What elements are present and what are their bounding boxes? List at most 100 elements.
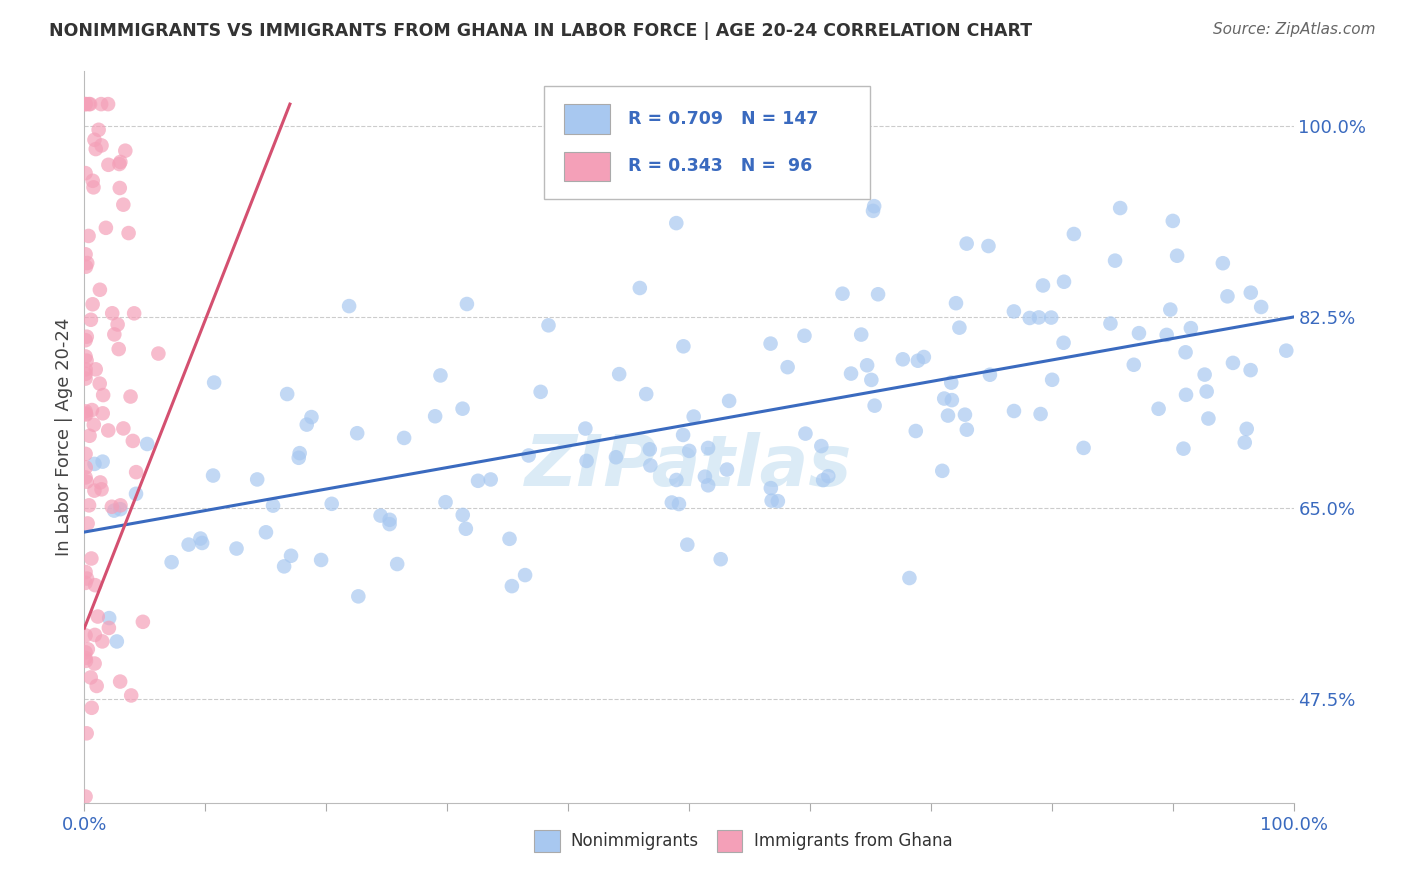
Point bbox=[76, 516, 98, 531]
Point bbox=[75, 247, 97, 261]
Point bbox=[1002, 304, 1025, 318]
Point bbox=[75, 333, 97, 347]
Point bbox=[82, 180, 104, 194]
Point bbox=[103, 327, 125, 342]
Point bbox=[759, 481, 782, 495]
Point bbox=[1040, 310, 1063, 325]
Point bbox=[110, 499, 132, 513]
Point bbox=[122, 306, 145, 320]
Point bbox=[120, 390, 142, 404]
Point bbox=[1195, 384, 1218, 399]
Point bbox=[87, 609, 110, 624]
Point bbox=[378, 513, 401, 527]
Point bbox=[429, 368, 451, 383]
Point bbox=[75, 350, 97, 364]
Point bbox=[676, 538, 699, 552]
Point bbox=[280, 549, 302, 563]
Point bbox=[793, 328, 815, 343]
Point bbox=[665, 473, 688, 487]
Point bbox=[1063, 227, 1085, 241]
Point bbox=[309, 553, 332, 567]
Point bbox=[76, 829, 98, 843]
Point bbox=[672, 339, 695, 353]
Point bbox=[75, 628, 97, 642]
Text: R = 0.709   N = 147: R = 0.709 N = 147 bbox=[628, 110, 818, 128]
Point bbox=[288, 446, 311, 460]
Point bbox=[811, 473, 834, 487]
Point bbox=[661, 495, 683, 509]
Point bbox=[678, 443, 700, 458]
Point bbox=[941, 376, 963, 390]
Point bbox=[79, 97, 101, 112]
Point bbox=[125, 465, 148, 479]
Point bbox=[83, 483, 105, 498]
Point bbox=[136, 437, 159, 451]
Point bbox=[295, 417, 318, 432]
Point bbox=[75, 97, 97, 112]
Point bbox=[93, 826, 115, 840]
Point bbox=[76, 475, 98, 489]
Point bbox=[83, 417, 105, 432]
Point bbox=[190, 532, 212, 546]
Point bbox=[1197, 411, 1219, 425]
Point bbox=[574, 421, 596, 435]
Point bbox=[479, 473, 502, 487]
Point bbox=[89, 283, 111, 297]
Point bbox=[697, 441, 720, 455]
Point bbox=[114, 144, 136, 158]
Point bbox=[287, 450, 309, 465]
Point bbox=[117, 226, 139, 240]
Point bbox=[956, 423, 979, 437]
Point bbox=[1239, 363, 1261, 377]
Point bbox=[451, 401, 474, 416]
Point bbox=[76, 572, 98, 586]
Point bbox=[108, 157, 131, 171]
Point bbox=[953, 408, 976, 422]
Point bbox=[668, 497, 690, 511]
Point bbox=[132, 615, 155, 629]
Point bbox=[108, 181, 131, 195]
FancyBboxPatch shape bbox=[564, 152, 610, 181]
Point bbox=[945, 296, 967, 310]
Point bbox=[1233, 435, 1256, 450]
Point bbox=[89, 376, 111, 391]
Point bbox=[110, 155, 132, 169]
Text: R = 0.343   N =  96: R = 0.343 N = 96 bbox=[628, 158, 813, 176]
Point bbox=[80, 403, 103, 417]
Point bbox=[517, 449, 540, 463]
Point bbox=[120, 689, 142, 703]
Point bbox=[665, 216, 688, 230]
Point bbox=[90, 97, 112, 112]
Point bbox=[810, 439, 832, 453]
Point bbox=[1236, 422, 1258, 436]
Point bbox=[956, 236, 979, 251]
Point bbox=[710, 552, 733, 566]
Point bbox=[537, 318, 560, 333]
Point bbox=[891, 352, 914, 367]
Point bbox=[75, 362, 97, 376]
Point bbox=[80, 700, 103, 714]
Point bbox=[76, 726, 98, 740]
Point bbox=[112, 197, 135, 211]
Point bbox=[498, 532, 520, 546]
Point bbox=[912, 350, 935, 364]
Point bbox=[75, 367, 97, 381]
Point bbox=[672, 428, 695, 442]
Text: Nonimmigrants: Nonimmigrants bbox=[571, 831, 699, 850]
Point bbox=[76, 353, 98, 368]
Point bbox=[321, 497, 343, 511]
Point bbox=[1073, 441, 1095, 455]
Point bbox=[941, 393, 963, 408]
Point bbox=[77, 499, 100, 513]
Point bbox=[79, 429, 101, 443]
Point bbox=[839, 367, 862, 381]
Point bbox=[948, 320, 970, 334]
Point bbox=[75, 447, 97, 461]
Point bbox=[110, 502, 132, 516]
Point bbox=[1052, 335, 1074, 350]
Point bbox=[575, 454, 598, 468]
Point bbox=[160, 555, 183, 569]
Point bbox=[766, 494, 789, 508]
Point bbox=[761, 493, 783, 508]
Point bbox=[75, 654, 97, 668]
